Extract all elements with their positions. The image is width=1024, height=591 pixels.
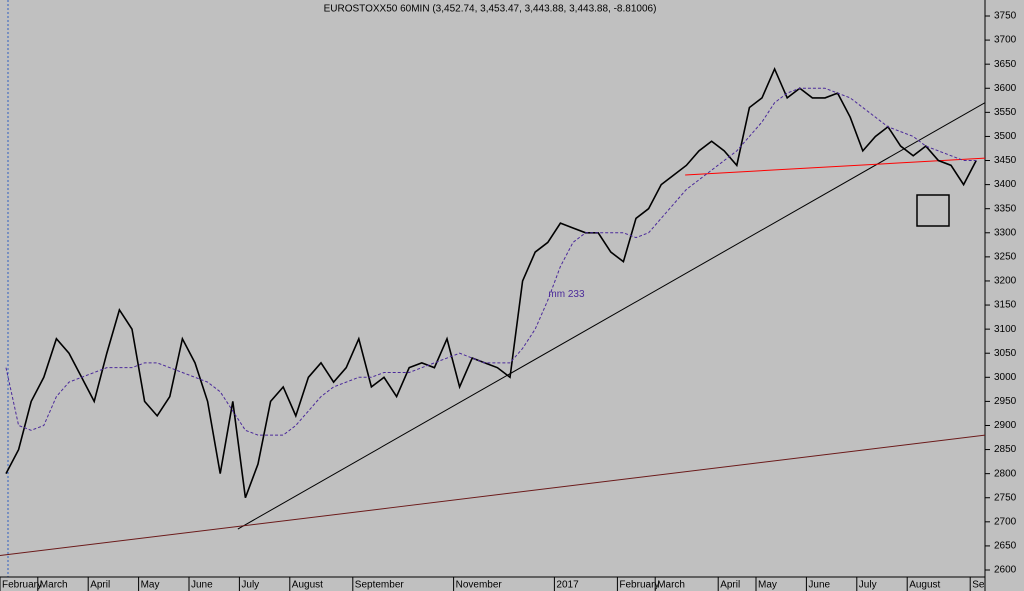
- y-tick-label: 3450: [994, 155, 1017, 166]
- x-tick-label: June: [808, 580, 830, 591]
- y-tick-label: 3750: [994, 11, 1017, 22]
- y-tick-label: 3500: [994, 131, 1017, 142]
- y-tick-label: 3700: [994, 35, 1017, 46]
- y-tick-label: 3650: [994, 59, 1017, 70]
- y-tick-label: 3400: [994, 179, 1017, 190]
- y-tick-label: 3250: [994, 252, 1017, 263]
- x-tick-label: August: [292, 580, 323, 591]
- y-tick-label: 3600: [994, 83, 1017, 94]
- y-tick-label: 3200: [994, 276, 1017, 287]
- x-tick-label: August: [909, 580, 940, 591]
- x-tick-label: May: [141, 580, 160, 591]
- x-tick-label: March: [40, 580, 68, 591]
- y-tick-label: 3100: [994, 324, 1017, 335]
- x-tick-label: July: [241, 580, 259, 591]
- x-tick-label: November: [456, 580, 503, 591]
- y-tick-label: 2800: [994, 468, 1017, 479]
- trendline: [237, 102, 985, 530]
- x-tick-label: March: [657, 580, 685, 591]
- x-tick-label: Se: [972, 580, 985, 591]
- y-tick-label: 3150: [994, 300, 1017, 311]
- y-tick-label: 2700: [994, 516, 1017, 527]
- y-tick-label: 2650: [994, 541, 1017, 552]
- trendline: [0, 434, 985, 557]
- x-tick-label: May: [758, 580, 777, 591]
- y-tick-label: 2600: [994, 565, 1017, 576]
- y-tick-label: 3350: [994, 203, 1017, 214]
- series-line: [5, 66, 977, 499]
- y-tick-label: 3300: [994, 227, 1017, 238]
- x-tick-label: April: [720, 580, 740, 591]
- x-tick-label: February: [2, 580, 42, 591]
- y-tick-label: 2950: [994, 396, 1017, 407]
- x-tick-label: April: [90, 580, 110, 591]
- x-tick-label: June: [191, 580, 213, 591]
- box-marker: [916, 194, 950, 227]
- series-line: [5, 87, 977, 436]
- series-label: mm 233: [548, 289, 585, 300]
- x-tick-label: 2017: [556, 580, 579, 591]
- chart-title: EUROSTOXX50 60MIN (3,452.74, 3,453.47, 3…: [324, 4, 657, 15]
- plot-area: [0, 66, 985, 557]
- y-tick-label: 2850: [994, 444, 1017, 455]
- trendline: [685, 157, 985, 176]
- x-tick-label: July: [859, 580, 877, 591]
- y-tick-label: 3050: [994, 348, 1017, 359]
- x-tick-label: September: [355, 580, 405, 591]
- y-tick-label: 2900: [994, 420, 1017, 431]
- x-tick-label: February: [619, 580, 659, 591]
- y-tick-label: 2750: [994, 492, 1017, 503]
- y-tick-label: 3000: [994, 372, 1017, 383]
- y-tick-label: 3550: [994, 107, 1017, 118]
